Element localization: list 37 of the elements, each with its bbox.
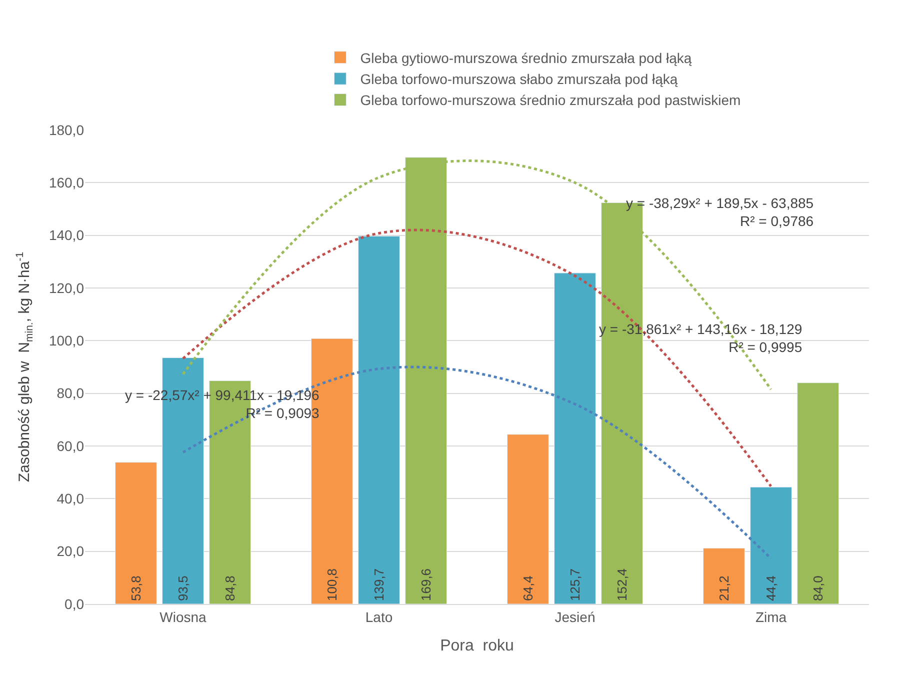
y-tick-label: 120,0 [48,280,84,296]
x-axis-title: Pora roku [440,638,514,654]
y-tick-label: 160,0 [48,174,84,191]
data-label: 139,7 [372,568,386,601]
y-tick-label: 40,0 [56,490,84,507]
x-tick-label: Jesień [554,608,596,625]
data-label: 53,8 [128,576,144,601]
data-label: 100,8 [324,568,340,601]
bar [358,236,400,604]
data-label: 93,5 [176,576,190,601]
y-tick-label: 0,0 [64,596,84,612]
data-label: 64,4 [520,576,536,601]
bar [797,382,839,604]
bar [115,462,157,604]
bar [703,548,745,604]
legend-label: Gleba torfowo-murszowa słabo zmurszała pod łąką [360,71,678,88]
data-label: 84,0 [810,576,826,601]
legend-label: Gleba torfowo-murszowa średnio zmurszała pod pastwiskiem [360,92,741,108]
y-tick-label: 20,0 [56,543,84,560]
bar [507,434,549,604]
data-label: 84,8 [222,576,238,601]
bar [554,272,596,604]
data-label: 152,4 [614,568,630,601]
legend-label: Gleba gytiowo-murszowa średnio zmurszała pod łąką [360,50,692,66]
data-label: 21,2 [716,576,732,601]
y-tick-label: 60,0 [56,438,84,454]
x-tick-label: Wiosna [160,608,207,625]
data-label: 44,4 [764,576,778,601]
y-tick-label: 100,0 [48,332,84,349]
x-tick-label: Zima [755,608,787,625]
data-label: 169,6 [418,568,434,601]
x-tick-label: Lato [365,608,393,625]
y-tick-label: 180,0 [48,122,84,138]
bar [750,486,792,604]
y-tick-label: 140,0 [48,227,84,244]
data-label: 125,7 [568,568,582,601]
y-tick-label: 80,0 [56,385,84,402]
